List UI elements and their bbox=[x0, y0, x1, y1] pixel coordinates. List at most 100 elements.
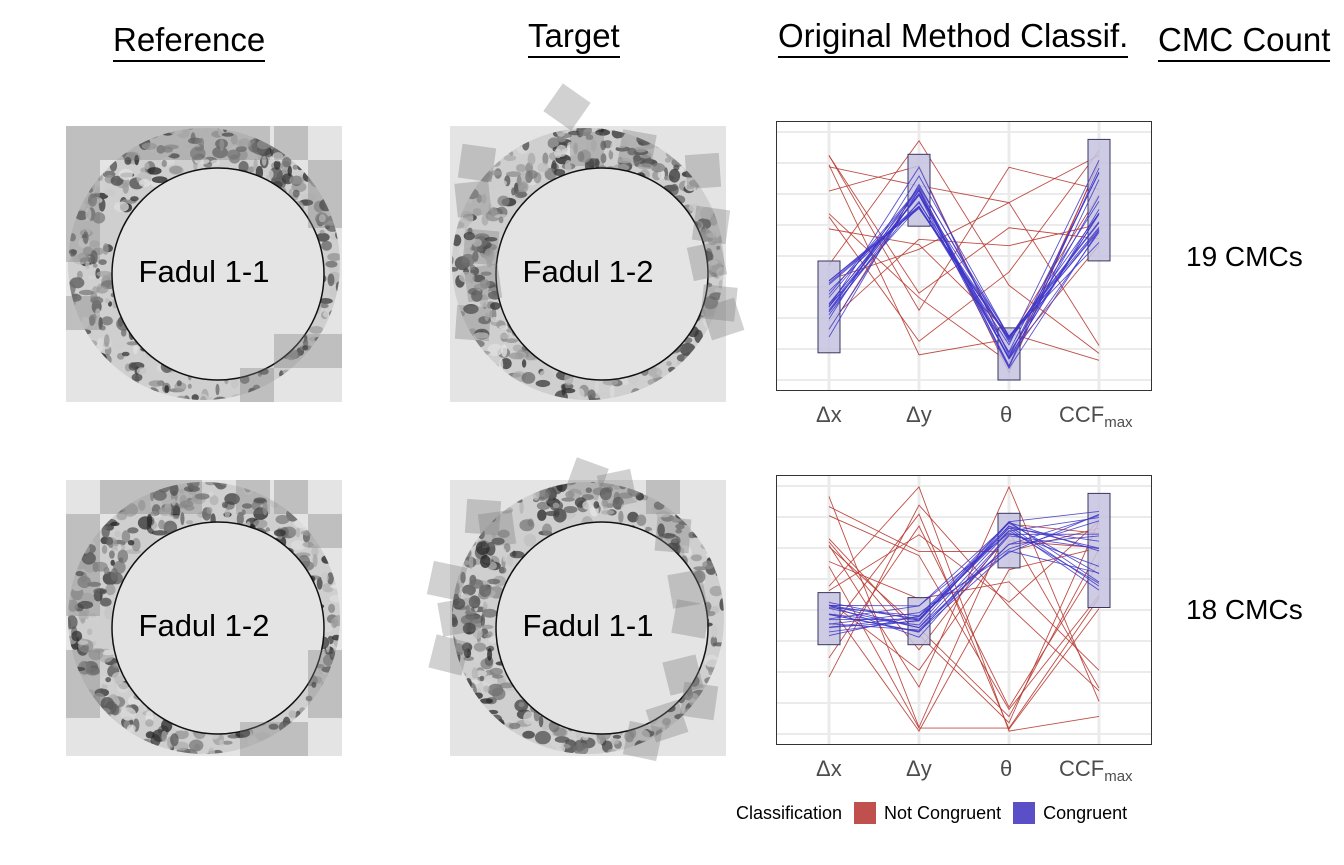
congruent-line bbox=[828, 520, 1100, 617]
axis-label-ccf: CCFmax bbox=[1059, 403, 1133, 435]
cell-square bbox=[236, 126, 270, 160]
cell-square bbox=[662, 654, 704, 696]
congruent-line bbox=[828, 194, 1100, 337]
header-cmc-count: CMC Count bbox=[1158, 20, 1331, 62]
cell-square bbox=[274, 126, 308, 160]
target-scan-panel: Fadul 1-2 bbox=[444, 83, 745, 407]
axis-label-dy: Δy bbox=[906, 402, 932, 427]
legend-swatch-congruent bbox=[1013, 802, 1036, 824]
legend-label-congruent: Congruent bbox=[1043, 802, 1128, 823]
axis-label-ccf: CCFmax bbox=[1059, 757, 1133, 789]
cell-square bbox=[66, 650, 100, 684]
not-congruent-line bbox=[828, 150, 1100, 342]
cell-square bbox=[671, 599, 711, 639]
legend: Classification Not Congruent Congruent bbox=[736, 800, 1127, 826]
cell-square bbox=[646, 480, 680, 514]
not-congruent-line bbox=[828, 504, 1100, 692]
congruent-line bbox=[828, 517, 1100, 629]
congruent-line bbox=[828, 530, 1100, 621]
legend-swatch-not-congruent bbox=[854, 802, 877, 824]
legend-label-not-congruent: Not Congruent bbox=[884, 802, 1002, 823]
classification-plot bbox=[776, 121, 1152, 391]
reference-scan-image bbox=[60, 122, 346, 409]
not-congruent-line bbox=[828, 513, 1100, 730]
cell-square bbox=[66, 296, 100, 330]
congruent-line bbox=[828, 206, 1100, 341]
cell-square bbox=[437, 597, 477, 637]
not-congruent-line bbox=[828, 566, 1100, 729]
cell-square bbox=[426, 560, 468, 602]
breech-face-ring bbox=[60, 122, 346, 409]
not-congruent-line bbox=[828, 485, 1100, 702]
axis-label-theta: θ bbox=[1000, 756, 1013, 781]
reference-scan-image bbox=[62, 474, 350, 763]
cell-square bbox=[622, 720, 664, 762]
cell-square bbox=[66, 548, 100, 582]
congruent-line bbox=[828, 527, 1100, 620]
not-congruent-line bbox=[828, 485, 1100, 732]
cell-square bbox=[308, 194, 342, 228]
classification-plot bbox=[776, 475, 1152, 745]
cell-square bbox=[100, 126, 134, 160]
congruent-line bbox=[828, 193, 1100, 360]
cell-square bbox=[134, 126, 168, 160]
not-congruent-line bbox=[828, 154, 1100, 331]
cell-square bbox=[274, 722, 308, 756]
cell-square bbox=[66, 194, 100, 228]
cell-square bbox=[462, 228, 500, 266]
cell-square bbox=[700, 284, 738, 322]
cell-square bbox=[686, 240, 728, 282]
cell-square bbox=[66, 514, 100, 548]
cell-square bbox=[477, 509, 517, 549]
cmc-count-value: 19 CMCs bbox=[1186, 241, 1303, 272]
reference-scan-panel: Fadul 1-2 bbox=[62, 474, 350, 763]
parallel-coordinates-chart bbox=[777, 476, 1151, 744]
congruent-line bbox=[828, 179, 1100, 369]
target-scan-image bbox=[444, 83, 745, 407]
axis-label-dx: Δx bbox=[816, 402, 842, 427]
cell-square bbox=[308, 684, 342, 718]
axis-label-ccf-sub: max bbox=[1104, 768, 1133, 785]
cell-square bbox=[202, 126, 236, 160]
reference-scan-panel: Fadul 1-1 bbox=[60, 122, 346, 409]
cell-square bbox=[66, 160, 100, 194]
cell-square bbox=[654, 516, 692, 554]
cell-square bbox=[454, 180, 492, 218]
cell-square bbox=[565, 457, 609, 501]
cmc-count-value: 18 CMCs bbox=[1186, 594, 1303, 625]
cell-square bbox=[463, 263, 503, 303]
not-congruent-line bbox=[828, 223, 1100, 322]
target-scan-panel: Fadul 1-1 bbox=[426, 457, 726, 762]
cell-square bbox=[543, 83, 591, 131]
not-congruent-line bbox=[828, 140, 1100, 354]
axis-label-ccf-text: CCF bbox=[1059, 756, 1105, 781]
not-congruent-line bbox=[828, 540, 1100, 671]
cell-square bbox=[66, 684, 100, 718]
header-reference: Reference bbox=[113, 20, 266, 62]
target-scan-image bbox=[426, 457, 726, 762]
cell-square bbox=[684, 152, 722, 190]
congruent-line bbox=[828, 515, 1100, 631]
cell-square bbox=[100, 480, 134, 514]
congruent-line bbox=[828, 510, 1100, 637]
cell-square bbox=[168, 480, 202, 514]
reference-scan-label: Fadul 1-2 bbox=[138, 608, 270, 643]
cell-square bbox=[454, 304, 492, 342]
legend-title: Classification bbox=[736, 802, 843, 823]
axis-label-theta: θ bbox=[1000, 402, 1013, 427]
header-classification: Original Method Classif. bbox=[778, 16, 1129, 58]
axis-label-ccf-sub: max bbox=[1104, 414, 1133, 431]
cell-square bbox=[66, 228, 100, 262]
reference-scan-label: Fadul 1-1 bbox=[138, 254, 270, 289]
congruent-line bbox=[828, 535, 1100, 638]
cell-square bbox=[308, 160, 342, 194]
cell-square bbox=[617, 129, 657, 169]
cell-square bbox=[308, 514, 342, 548]
header-target: Target bbox=[528, 16, 620, 58]
cell-square bbox=[66, 126, 100, 160]
cell-square bbox=[134, 480, 168, 514]
not-congruent-line bbox=[828, 546, 1100, 718]
cell-square bbox=[274, 480, 308, 514]
cell-square bbox=[168, 126, 202, 160]
not-congruent-line bbox=[828, 520, 1100, 724]
